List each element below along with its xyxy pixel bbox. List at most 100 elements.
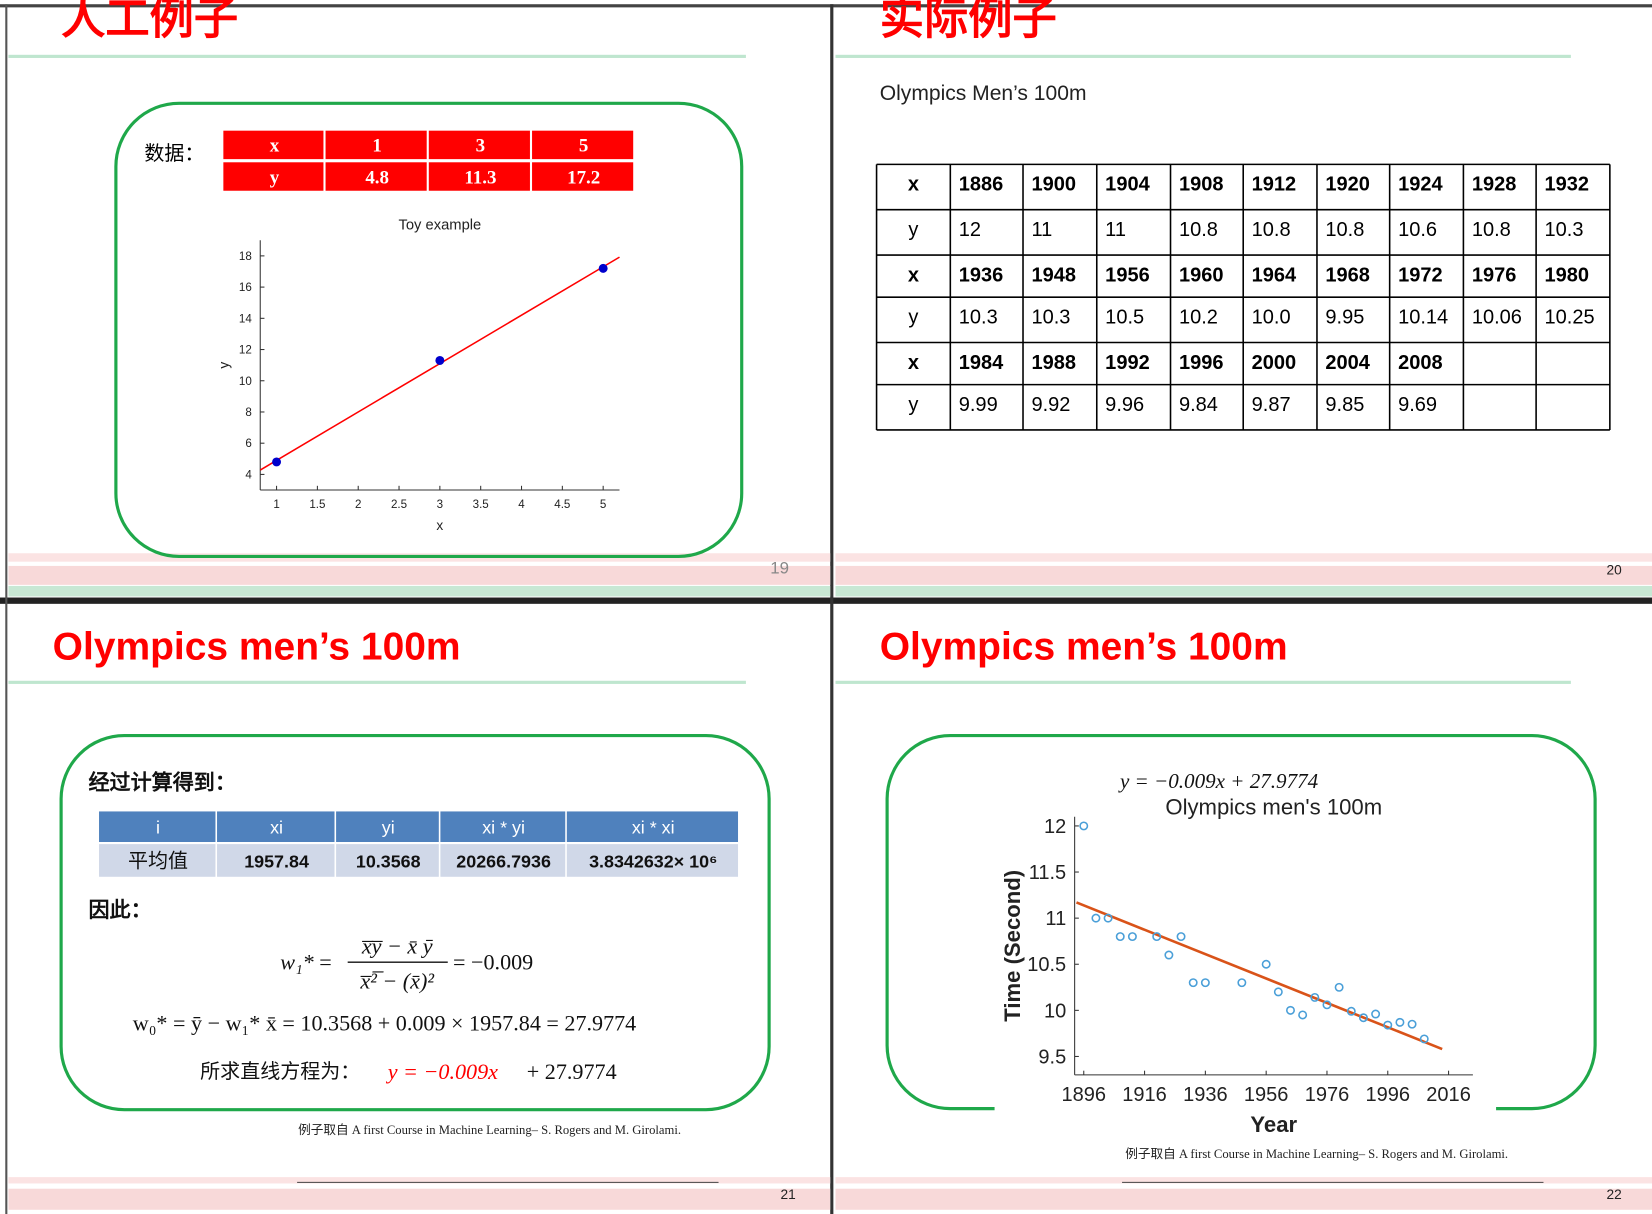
table-text: y [270, 167, 280, 188]
table-text: 1964 [1252, 264, 1297, 286]
table-text: 1960 [1179, 264, 1224, 286]
table-text: 10.2 [1179, 307, 1218, 329]
equation: w₀* = ȳ − w₁* x̄ = 10.3568 + 0.009 × 195… [133, 1011, 637, 1036]
slide-title: Olympics men’s 100m [880, 626, 1288, 669]
table-text: 1900 [1031, 174, 1076, 196]
point [435, 355, 445, 365]
slide-title: Olympics men’s 100m [53, 626, 461, 669]
title-rule [835, 680, 1571, 684]
x-tick-label: 1896 [1062, 1084, 1107, 1106]
table-text: x [908, 174, 919, 196]
y-tick-label: 12 [1044, 816, 1066, 838]
x-tick-label: 2.5 [391, 499, 407, 511]
x-tick-label: 1936 [1183, 1084, 1228, 1106]
point [1358, 1013, 1368, 1023]
table-text: 9.99 [959, 394, 998, 416]
point [1200, 978, 1210, 988]
table-text: 11 [1031, 219, 1052, 241]
table-cell [223, 130, 324, 160]
table-text: 10.8 [1472, 219, 1511, 241]
y-tick-label: 11 [1045, 908, 1066, 930]
table-cell [532, 130, 634, 160]
table-cell [99, 844, 216, 877]
point [1273, 987, 1283, 997]
table-text: 1948 [1031, 264, 1076, 286]
equation: = −0.009 [453, 950, 533, 975]
x-tick-label: 5 [600, 499, 606, 511]
equation: + 27.9774 [527, 1059, 617, 1084]
footer-band [835, 553, 1652, 562]
y-tick-label: 11.5 [1029, 862, 1066, 884]
table-cell [440, 844, 566, 877]
table-text: 10.8 [1252, 219, 1291, 241]
source: 例子取自 A first Course in Machine Learning–… [1125, 1147, 1508, 1161]
equation: y = −0.009x + 27.9774 [1118, 769, 1319, 793]
footer-band [8, 1188, 831, 1210]
table-text: 9.96 [1105, 394, 1144, 416]
table-text: 1988 [1031, 352, 1076, 374]
x-tick-label: 2 [355, 499, 361, 511]
table-text: 1886 [959, 174, 1004, 196]
page-number: 21 [780, 1187, 795, 1202]
slide-title: 实际例子 [880, 0, 1057, 45]
table-text: 3 [476, 136, 485, 157]
point [1079, 821, 1089, 831]
table-text: 9.87 [1252, 394, 1291, 416]
x-tick-label: 1 [273, 499, 279, 511]
table-text: 2004 [1325, 352, 1370, 374]
table-text: 10.0 [1252, 307, 1291, 329]
table-text: 10.3 [959, 307, 998, 329]
point [1127, 932, 1137, 942]
y-tick-label: 10 [239, 376, 252, 388]
x-tick-label: 3.5 [473, 499, 489, 511]
table-text: 9.92 [1031, 394, 1070, 416]
point [1164, 950, 1174, 960]
table-text: y [908, 307, 918, 329]
decor [8, 54, 1652, 1210]
y-tick-label: 14 [239, 313, 252, 325]
table-text: 1912 [1252, 174, 1297, 196]
table-text: 11.3 [464, 167, 496, 188]
table-text: 1992 [1105, 352, 1150, 374]
table-text: 1908 [1179, 174, 1224, 196]
table-text: 5 [579, 136, 588, 157]
table-cell [336, 844, 439, 877]
footer-band [8, 1177, 831, 1184]
y-axis-label: y [217, 362, 232, 369]
y-tick-label: 6 [245, 438, 251, 450]
x-tick-label: 4 [518, 499, 525, 511]
point [1371, 1009, 1381, 1019]
point [1286, 1005, 1295, 1015]
chart-title: Olympics men's 100m [1165, 795, 1382, 820]
table-text: 平均值 [128, 848, 188, 872]
point [1419, 1034, 1429, 1044]
header-cell [336, 811, 439, 843]
footer-band [835, 1177, 1652, 1184]
point [1152, 932, 1162, 942]
table-text: 10.3 [1545, 219, 1584, 241]
subtitle: Olympics Men’s 100m [880, 82, 1087, 105]
table-text: 9.84 [1179, 394, 1218, 416]
footer-band [835, 1188, 1652, 1210]
table-text: 1 [372, 136, 381, 157]
table-cell [217, 844, 335, 877]
table-text: 1936 [959, 264, 1004, 286]
x-tick-label: 3 [437, 499, 443, 511]
header-text: yi [382, 818, 395, 838]
table-text: 10.8 [1179, 219, 1218, 241]
header-cell [217, 811, 335, 843]
point [1237, 978, 1247, 988]
table-cell [428, 162, 530, 191]
table-text: 10.06 [1472, 307, 1522, 329]
table-text: 1984 [959, 352, 1004, 374]
top-border [0, 4, 1652, 8]
table-text: 1996 [1179, 352, 1224, 374]
table-text: 10.25 [1545, 307, 1595, 329]
equation: x̅y̅ − x̄ ȳ [361, 934, 434, 959]
point [1346, 1006, 1356, 1016]
header-text: xi * xi [632, 818, 675, 838]
point [1395, 1017, 1405, 1027]
equation: y = −0.009x [386, 1059, 498, 1084]
y-tick-label: 12 [239, 345, 252, 357]
